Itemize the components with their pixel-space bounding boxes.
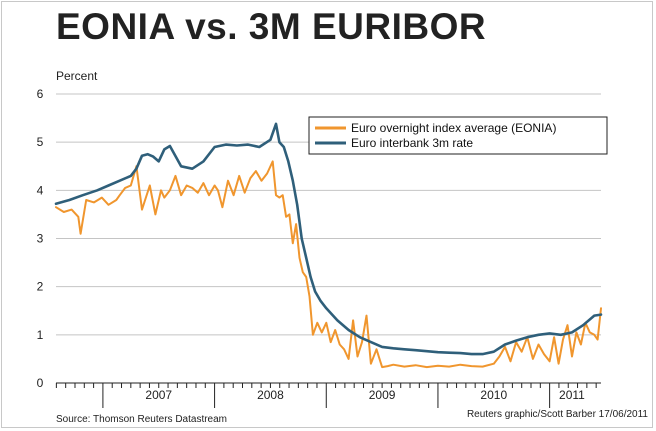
x-tick-2007: 2007 — [145, 388, 172, 402]
legend-box — [308, 116, 608, 155]
y-tick-1: 1 — [37, 328, 44, 342]
x-tick-2009: 2009 — [369, 388, 396, 402]
y-tick-6: 6 — [37, 87, 44, 101]
y-tick-5: 5 — [37, 135, 44, 149]
x-tick-2010: 2010 — [480, 388, 507, 402]
y-tick-4: 4 — [37, 183, 44, 197]
y-tick-3: 3 — [37, 232, 44, 246]
y-axis-label: Percent — [56, 69, 98, 83]
x-tick-2008: 2008 — [257, 388, 284, 402]
y-tick-0: 0 — [37, 376, 44, 390]
source-note: Source: Thomson Reuters Datastream — [56, 414, 228, 425]
x-tick-2011: 2011 — [559, 388, 585, 402]
y-tick-2: 2 — [37, 280, 44, 294]
legend-label-0: Euro overnight index average (EONIA) — [351, 121, 556, 135]
series-line-euribor-3m — [54, 122, 603, 356]
series-line-eonia — [55, 160, 602, 369]
legend-label-1: Euro interbank 3m rate — [351, 136, 473, 150]
credit-note: Reuters graphic/Scott Barber 17/06/2011 — [466, 409, 648, 420]
chart-title: EONIA vs. 3M EURIBOR — [56, 6, 487, 47]
